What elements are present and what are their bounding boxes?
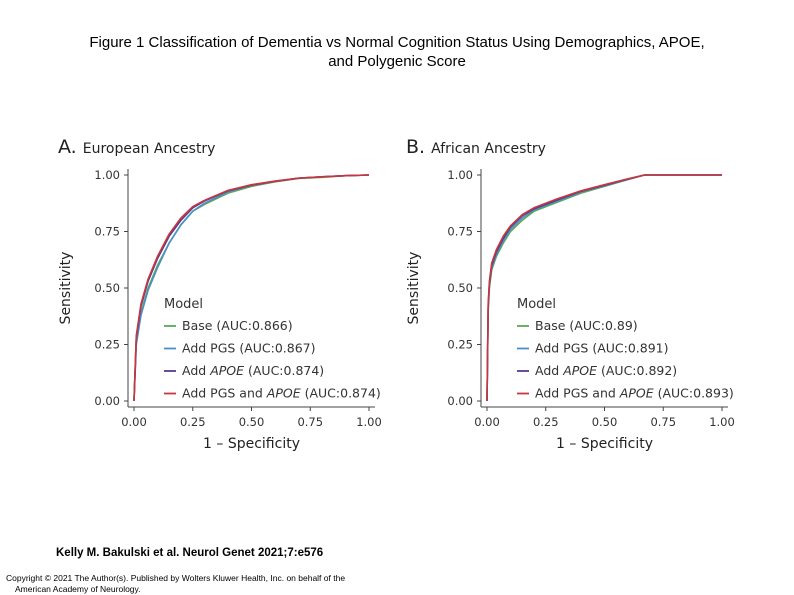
legend-entry-name: Add PGS	[535, 341, 592, 356]
x-tick-label: 0.75	[650, 415, 676, 429]
x-tick-label: 0.00	[121, 415, 147, 429]
legend-entry-name-italic: APOE	[209, 363, 248, 378]
legend-entry-name: Base	[182, 318, 216, 333]
x-axis-label: 1 – Specificity	[556, 436, 653, 452]
x-tick-label: 0.50	[592, 415, 618, 429]
y-tick-label: 0.00	[447, 394, 473, 408]
legend-title: Model	[164, 297, 203, 312]
legend-entry-auc: (AUC:0.874)	[305, 386, 381, 401]
legend-title: Model	[517, 297, 556, 312]
legend-entry-name: Add PGS and	[535, 386, 620, 401]
copyright-line-2: American Academy of Neurology.	[15, 584, 141, 594]
y-tick-label: 0.75	[447, 225, 473, 239]
roc-figure: A. European Ancestry 0.00 0.25 0.50 0.75 1.00…	[58, 136, 735, 452]
x-axis-label: 1 – Specificity	[203, 436, 300, 452]
chart-title: B. African Ancestry	[406, 136, 546, 158]
panel-letter: A.	[58, 136, 83, 158]
legend-entry: Base (AUC:0.866)	[182, 318, 293, 333]
x-tick-label: 0.00	[474, 415, 500, 429]
y-tick-label: 1.00	[94, 168, 120, 182]
legend-entry-auc: (AUC:0.891)	[592, 341, 668, 356]
x-tick-label: 0.50	[239, 415, 265, 429]
legend-entry-name-italic: APOE	[619, 386, 658, 401]
legend-entry: Add PGS and APOE (AUC:0.874)	[182, 386, 381, 401]
chart-panel-1: A. European Ancestry 0.00 0.25 0.50 0.75 1.00…	[58, 136, 382, 452]
citation: Kelly M. Bakulski et al. Neurol Genet 20…	[56, 547, 324, 559]
y-tick-label: 0.25	[94, 338, 120, 352]
legend-entry-name: Add PGS	[182, 341, 239, 356]
roc-line-add-pgs-apoe	[486, 174, 722, 402]
panel-title-text: African Ancestry	[431, 141, 546, 157]
roc-line-add-pgs-apoe	[133, 174, 370, 402]
x-tick-label: 1.00	[709, 415, 735, 429]
slide-title-line-1: Figure 1 Classification of Dementia vs N…	[89, 34, 705, 51]
y-tick-label: 0.50	[94, 281, 120, 295]
legend-entry-name: Add PGS and	[182, 386, 267, 401]
x-tick-label: 0.75	[297, 415, 323, 429]
legend-entry: Add APOE (AUC:0.874)	[182, 363, 324, 378]
y-tick-label: 0.75	[94, 225, 120, 239]
legend-entry-auc: (AUC:0.892)	[601, 363, 677, 378]
y-tick-label: 0.00	[94, 394, 120, 408]
legend-entry-name: Add	[182, 363, 210, 378]
legend-entry-auc: (AUC:0.893)	[658, 386, 734, 401]
copyright-line-1: Copyright © 2021 The Author(s). Publishe…	[6, 573, 346, 583]
legend-entry-name-italic: APOE	[562, 363, 601, 378]
legend-entry: Base (AUC:0.89)	[535, 318, 638, 333]
legend-entry-auc: (AUC:0.89)	[569, 318, 637, 333]
x-tick-label: 1.00	[356, 415, 382, 429]
slide-title-line-2: and Polygenic Score	[328, 53, 466, 70]
legend-entry-name: Add	[535, 363, 563, 378]
legend-entry-auc: (AUC:0.866)	[216, 318, 292, 333]
x-tick-label: 0.25	[533, 415, 559, 429]
y-tick-label: 0.25	[447, 338, 473, 352]
legend-entry-name: Base	[535, 318, 569, 333]
legend-entry: Add APOE (AUC:0.892)	[535, 363, 677, 378]
legend-entry: Add PGS (AUC:0.891)	[535, 341, 669, 356]
panel-title-text: European Ancestry	[83, 141, 216, 157]
legend-entry-auc: (AUC:0.874)	[248, 363, 324, 378]
legend-entry: Add PGS and APOE (AUC:0.893)	[535, 386, 734, 401]
legend-entry-name-italic: APOE	[266, 386, 305, 401]
chart-panel-2: B. African Ancestry 0.00 0.25 0.50 0.75 1.00 0…	[406, 136, 735, 452]
panel-letter: B.	[406, 136, 431, 158]
y-tick-label: 1.00	[447, 168, 473, 182]
copyright-notice: Copyright © 2021 The Author(s). Publishe…	[6, 573, 426, 595]
x-tick-label: 0.25	[180, 415, 206, 429]
y-axis-label: Sensitivity	[58, 252, 74, 325]
legend-entry: Add PGS (AUC:0.867)	[182, 341, 316, 356]
y-axis-label: Sensitivity	[406, 252, 422, 325]
slide-title: Figure 1 Classification of Dementia vs N…	[20, 33, 774, 71]
chart-title: A. European Ancestry	[58, 136, 215, 158]
legend-entry-auc: (AUC:0.867)	[239, 341, 315, 356]
y-tick-label: 0.50	[447, 281, 473, 295]
